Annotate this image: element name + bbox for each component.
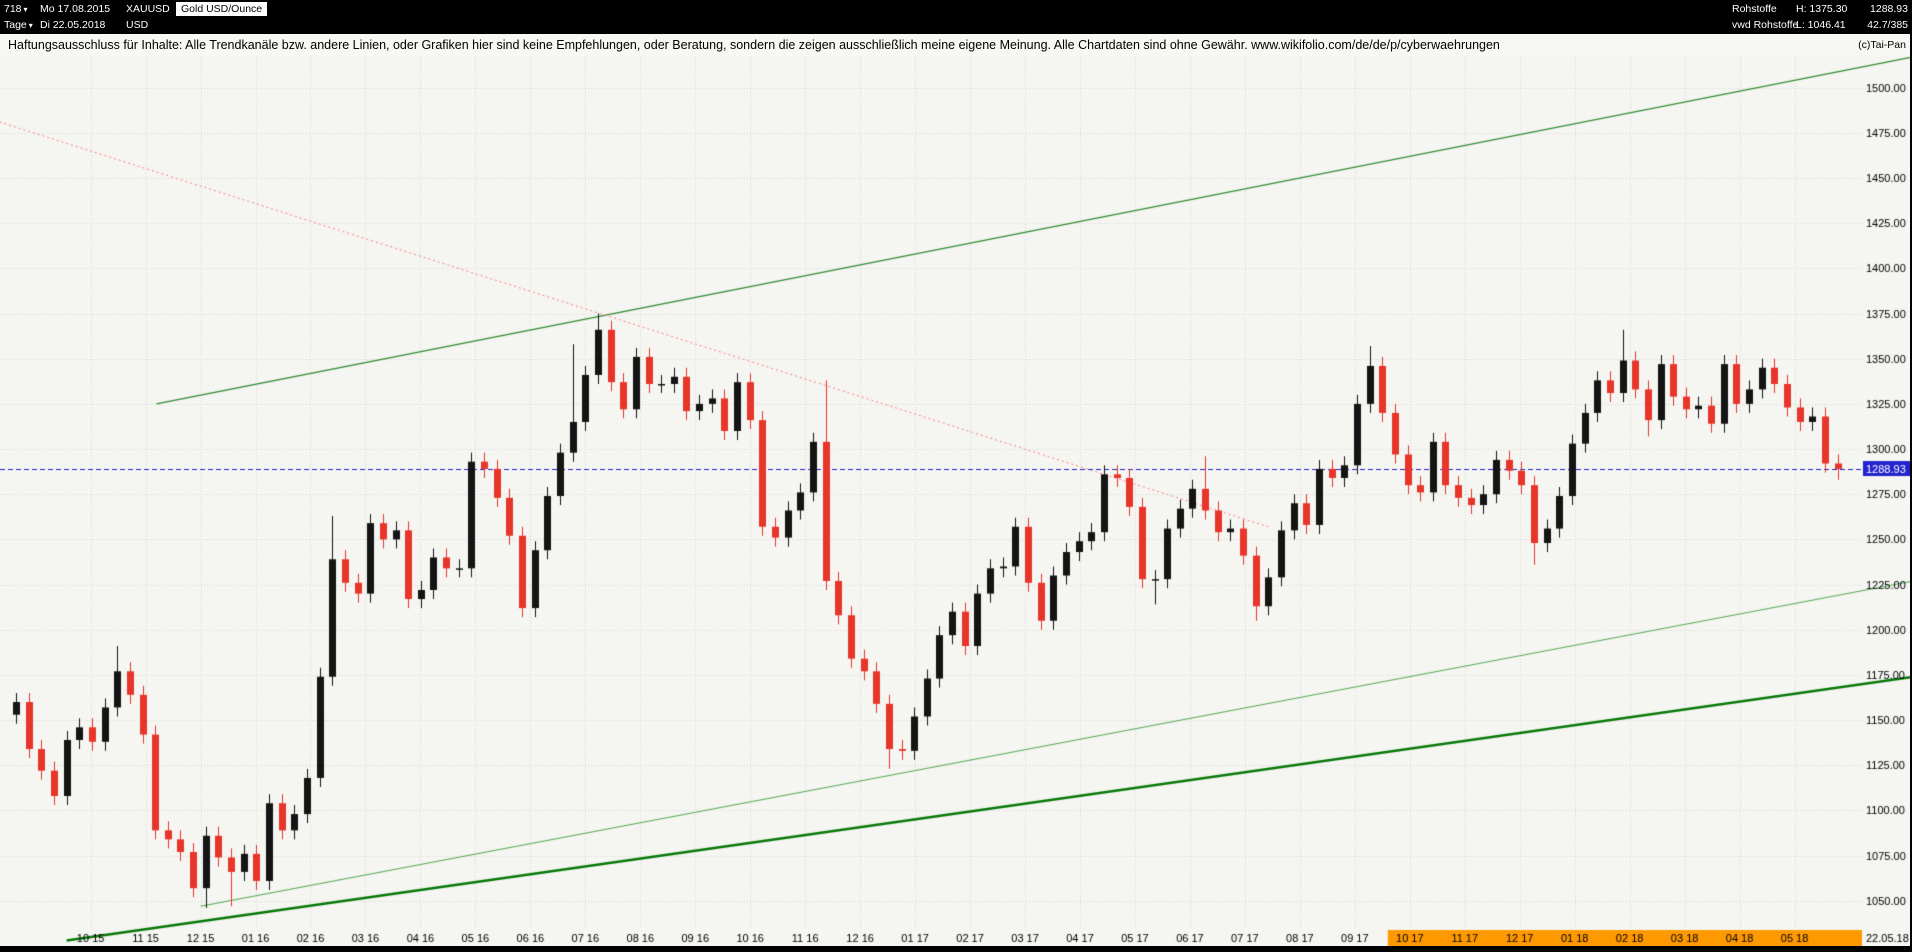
dropdown-arrow-icon: ▾ [23,4,28,14]
header-right-block: Rohstoffe H: 1375.30 1288.93 vwd Rohstof… [1732,1,1908,33]
data-source-label: vwd Rohstoffe [1732,19,1799,31]
disclaimer-text: Haftungsausschluss für Inhalte: Alle Tre… [8,38,1500,52]
chart-start-date: Mo 17.08.2015 [40,3,111,15]
change-info-label: 42.7/385 [1867,19,1908,31]
disclaimer-row: Haftungsausschluss für Inhalte: Alle Tre… [0,34,1912,56]
currency-label: USD [126,19,149,31]
bars-count-dropdown[interactable]: 718 ▾ [4,1,40,18]
bars-count-value: 718 [4,2,22,15]
bottom-bar [0,946,1912,952]
chart-header-bar: 718 ▾ Mo 17.08.2015 XAUUSD Gold USD/Ounce… [0,0,1912,34]
instrument-name-box[interactable]: Gold USD/Ounce [176,2,268,16]
last-price-header-label: 1288.93 [1870,3,1908,15]
copyright-label: (c)Tai-Pan [1858,39,1906,51]
period-value: Tage [4,18,27,31]
symbol-label: XAUUSD [126,3,170,15]
price-chart-canvas[interactable] [0,56,1912,946]
category-label: Rohstoffe [1732,3,1777,15]
period-high-label: H: 1375.30 [1796,3,1848,15]
dropdown-arrow-icon: ▾ [28,20,33,30]
period-dropdown[interactable]: Tage ▾ [4,17,40,34]
period-low-label: L: 1046.41 [1796,19,1846,31]
chart-end-date: Di 22.05.2018 [40,19,106,31]
header-left-block: 718 ▾ Mo 17.08.2015 XAUUSD Gold USD/Ounce… [4,1,268,34]
window-right-border [1910,0,1912,952]
